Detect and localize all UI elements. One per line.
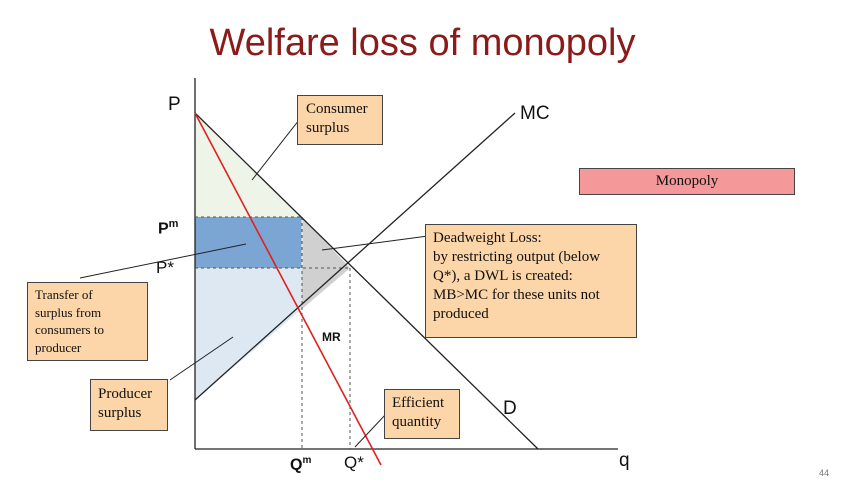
- cs-connector: [251, 119, 300, 181]
- mc-curve: [194, 112, 516, 401]
- deadweight-loss-area: [302, 217, 350, 309]
- transfer-line-3: consumers to: [35, 322, 104, 337]
- demand-label: D: [503, 398, 517, 419]
- demand-curve: [194, 112, 539, 450]
- transfer-connector: [79, 243, 247, 279]
- dwl-line-4: MB>MC for these units not: [433, 287, 600, 303]
- pm-base: P: [158, 220, 169, 238]
- transfer-area: [195, 217, 302, 268]
- transfer-line-2: surplus from: [35, 304, 102, 320]
- dwl-connector: [321, 235, 429, 251]
- ps-line-1: Producer: [98, 386, 153, 402]
- qstar-label: Q*: [344, 453, 364, 472]
- pm-superscript: m: [168, 218, 179, 230]
- qm-label: Qm: [290, 455, 311, 474]
- mr-curve: [194, 112, 382, 466]
- cs-line-1: Consumer: [306, 101, 368, 117]
- eq-line-1: Efficient: [392, 395, 445, 411]
- efficient-quantity-callout: Efficient quantity: [384, 389, 460, 439]
- pm-label: Pm: [158, 218, 178, 238]
- price-axis-label: P: [168, 94, 181, 115]
- ps-line-2: surplus: [98, 405, 142, 421]
- efficient-connector: [354, 413, 387, 448]
- dwl-line-1: Deadweight Loss:: [433, 230, 542, 246]
- page-number: 44: [818, 468, 829, 478]
- monopoly-label-box: Monopoly: [579, 168, 795, 195]
- transfer-line-4: producer: [35, 339, 82, 355]
- cs-line-2: surplus: [306, 120, 350, 136]
- producer-surplus-callout: Producer surplus: [90, 379, 168, 431]
- consumer-surplus-callout: Consumer surplus: [297, 95, 383, 145]
- deadweight-loss-callout: Deadweight Loss: by restricting output (…: [425, 224, 637, 338]
- transfer-callout: Transfer of surplus from consumers to pr…: [27, 282, 148, 361]
- mr-label: MR: [322, 330, 341, 344]
- dwl-line-2: by restricting output (below: [433, 249, 601, 265]
- mc-label: MC: [520, 103, 550, 124]
- page-title: Welfare loss of monopoly: [209, 22, 636, 64]
- qm-superscript: m: [302, 455, 312, 466]
- eq-line-2: quantity: [392, 414, 442, 430]
- qm-base: Q: [290, 456, 303, 474]
- transfer-line-1: Transfer of: [35, 287, 93, 302]
- dwl-line-3: Q*), a DWL is created:: [433, 268, 573, 284]
- ps-connector: [169, 336, 234, 381]
- quantity-axis-label: q: [619, 450, 630, 471]
- dwl-line-5: produced: [433, 306, 489, 322]
- pstar-label: P*: [156, 258, 174, 277]
